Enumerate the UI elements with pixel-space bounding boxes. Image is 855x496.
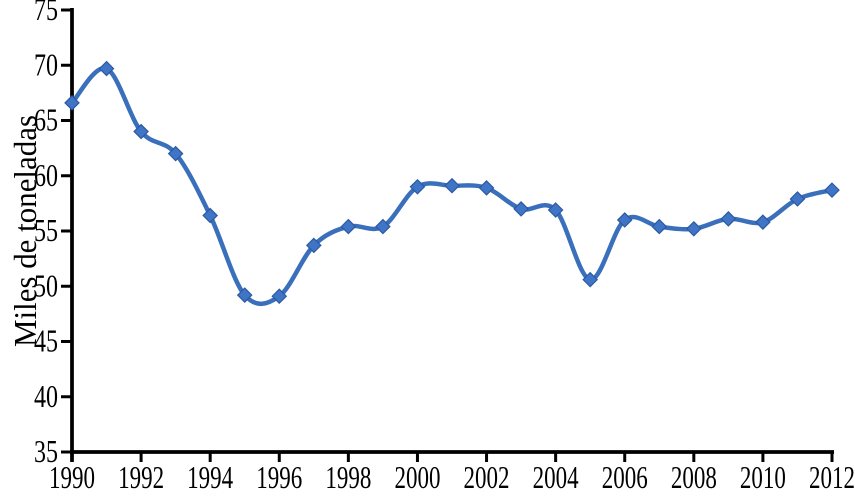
y-tick-label: 70 xyxy=(34,46,58,82)
y-tick-label: 65 xyxy=(34,102,58,138)
x-tick-label: 2004 xyxy=(533,459,579,491)
x-tick-label: 1996 xyxy=(256,459,302,491)
y-tick-label: 35 xyxy=(34,433,58,469)
chart-generated-layer: 35 40 45 50 55 60 65 70 75 1990 1992 1994 1996 1998 20… xyxy=(34,0,855,495)
x-tick-label: 1990 xyxy=(49,459,95,491)
data-point-marker-1998 xyxy=(340,218,357,235)
data-point-marker-1999 xyxy=(375,218,391,235)
x-tick-label: 2000 xyxy=(394,459,440,491)
data-point-marker-2000 xyxy=(409,178,426,195)
data-point-marker-1997 xyxy=(305,237,322,254)
y-tick-label: 40 xyxy=(34,378,58,414)
data-point-marker-1996 xyxy=(271,288,288,305)
data-point-marker-1995 xyxy=(236,287,253,303)
y-tick-label: 45 xyxy=(34,323,58,359)
y-axis-title: Miles de toneladas xyxy=(7,115,43,347)
data-point-marker-1993 xyxy=(167,145,184,162)
data-point-marker-2009 xyxy=(720,210,737,227)
y-tick-label: 50 xyxy=(34,267,58,303)
y-tick-label: 60 xyxy=(34,157,58,193)
data-point-marker-2012 xyxy=(824,182,840,198)
y-tick-label: 75 xyxy=(34,0,58,27)
data-point-marker-2002 xyxy=(478,180,495,196)
data-point-marker-2010 xyxy=(755,214,771,231)
data-point-marker-1991 xyxy=(98,60,115,77)
x-tick-label: 2006 xyxy=(602,459,648,491)
x-tick-label: 2008 xyxy=(671,459,717,491)
data-point-marker-2007 xyxy=(651,218,668,235)
data-point-marker-1994 xyxy=(202,207,219,224)
data-point-marker-1990 xyxy=(64,94,80,111)
data-point-marker-2008 xyxy=(685,220,702,237)
x-tick-label: 1992 xyxy=(118,459,164,491)
data-point-marker-2005 xyxy=(582,271,599,288)
data-point-marker-2001 xyxy=(444,177,460,194)
x-tick-label: 2002 xyxy=(464,459,510,491)
data-point-marker-2004 xyxy=(547,202,564,218)
x-tick-label: 2010 xyxy=(740,459,786,491)
x-tick-label: 2012 xyxy=(809,459,855,491)
data-point-marker-2011 xyxy=(789,191,806,207)
data-point-marker-2006 xyxy=(616,212,633,228)
data-point-marker-1992 xyxy=(133,123,149,140)
data-point-marker-2003 xyxy=(513,201,529,217)
x-tick-label: 1998 xyxy=(325,459,371,491)
y-tick-label: 55 xyxy=(34,212,58,248)
x-tick-label: 1994 xyxy=(187,459,233,491)
